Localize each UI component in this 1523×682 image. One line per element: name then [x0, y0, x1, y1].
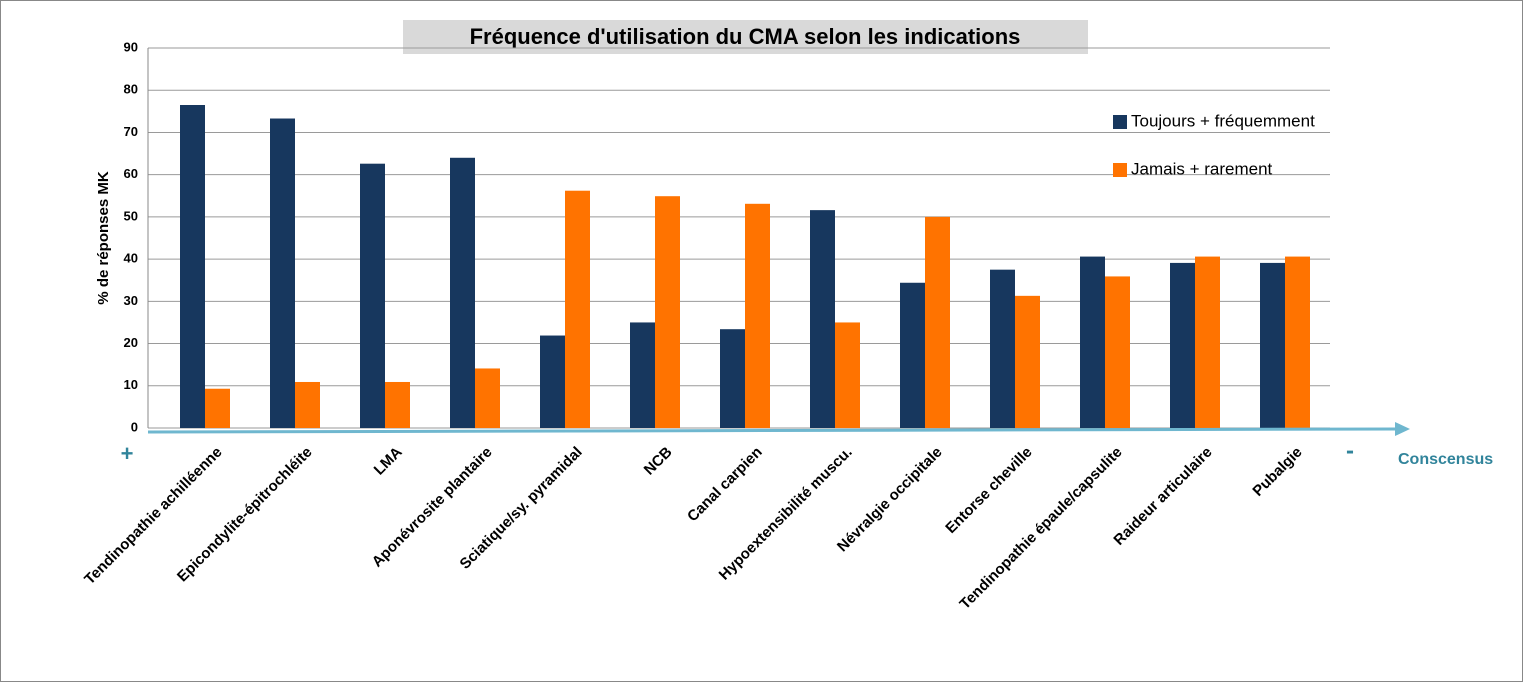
legend-swatch	[1113, 163, 1127, 177]
bar	[1015, 295, 1040, 428]
bar	[360, 163, 385, 428]
legend-label: Toujours + fréquemment	[1131, 111, 1315, 130]
annotation: Conscensus	[1398, 451, 1493, 468]
bar	[1170, 262, 1195, 428]
bar	[295, 381, 320, 428]
axis-arrow	[147, 427, 1401, 434]
bar	[1195, 256, 1220, 428]
bar	[180, 105, 205, 428]
y-axis-label: % de réponses MK	[95, 171, 112, 305]
y-tick-label: 20	[124, 335, 138, 350]
bar	[450, 157, 475, 428]
y-tick-label: 10	[124, 377, 138, 392]
y-tick-label: 60	[124, 166, 138, 181]
bar	[1105, 276, 1130, 428]
bar	[630, 322, 655, 428]
bar	[540, 335, 565, 428]
annotation: +	[121, 441, 134, 466]
y-tick-label: 50	[124, 208, 138, 223]
annotation: -	[1346, 437, 1354, 464]
bar	[1260, 262, 1285, 428]
bar	[475, 368, 500, 428]
y-tick-label: 0	[131, 419, 138, 434]
y-tick-label: 80	[124, 82, 138, 97]
y-tick-label: 90	[124, 39, 138, 54]
bar	[655, 196, 680, 428]
bar	[810, 210, 835, 428]
chart-title: Fréquence d'utilisation du CMA selon les…	[470, 24, 1021, 49]
bar	[1285, 256, 1310, 428]
bar	[720, 329, 745, 428]
bar	[1080, 256, 1105, 428]
legend-label: Jamais + rarement	[1131, 159, 1273, 178]
arrow-head	[1395, 422, 1410, 436]
y-tick-label: 40	[124, 251, 138, 266]
bar	[835, 322, 860, 428]
bar	[270, 118, 295, 428]
bar	[990, 269, 1015, 428]
y-tick-label: 30	[124, 293, 138, 308]
legend-swatch	[1113, 115, 1127, 129]
bar	[385, 381, 410, 428]
bar	[565, 190, 590, 428]
bar	[205, 388, 230, 428]
y-tick-label: 70	[124, 124, 138, 139]
bar	[900, 282, 925, 428]
bar	[745, 203, 770, 428]
bar	[925, 216, 950, 428]
